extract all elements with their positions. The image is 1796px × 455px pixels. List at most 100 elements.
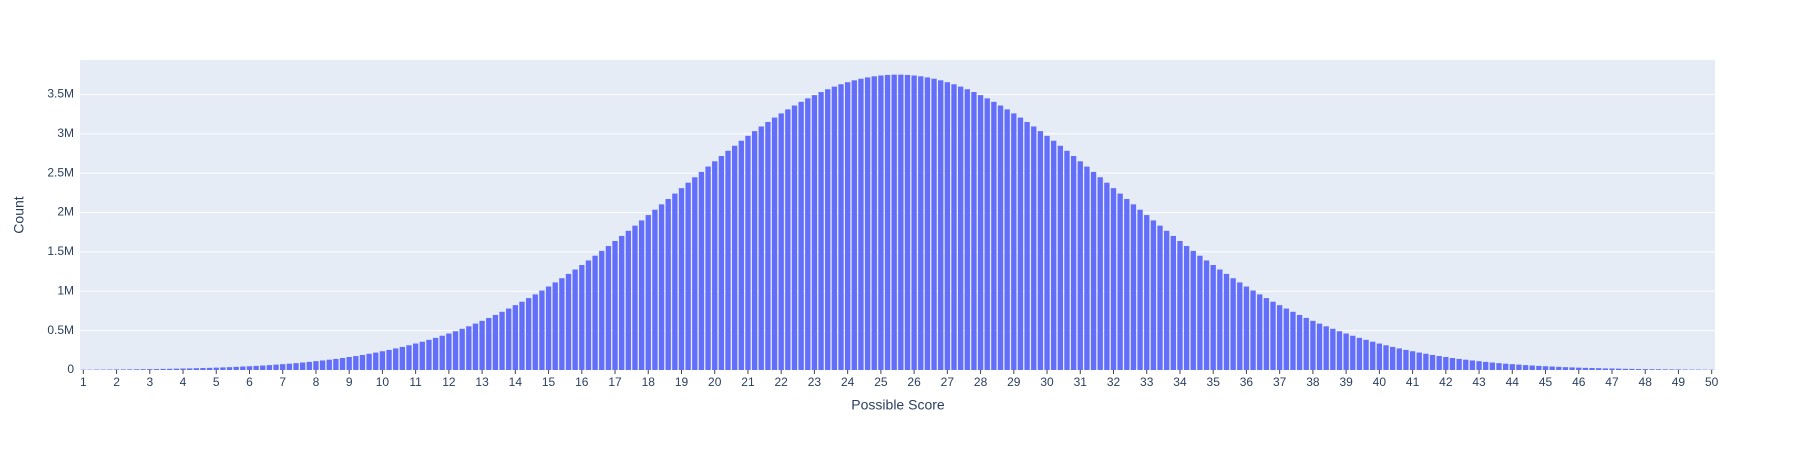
bar xyxy=(1350,336,1355,370)
bar xyxy=(1297,315,1302,370)
bar xyxy=(626,231,631,370)
bar xyxy=(1310,321,1315,370)
bar xyxy=(1576,368,1581,370)
bar xyxy=(327,360,332,370)
bar xyxy=(160,369,165,370)
bar xyxy=(446,334,451,370)
x-tick-label: 22 xyxy=(775,375,789,389)
bar xyxy=(1058,146,1063,370)
bar xyxy=(679,188,684,370)
bar xyxy=(1603,368,1608,370)
bar xyxy=(1244,287,1249,370)
bar xyxy=(865,77,870,370)
bar xyxy=(360,355,365,370)
bar xyxy=(911,76,916,370)
bar xyxy=(1191,251,1196,370)
x-tick-label: 14 xyxy=(509,375,523,389)
x-tick-label: 29 xyxy=(1007,375,1021,389)
x-tick-label: 1 xyxy=(80,375,87,389)
bar xyxy=(194,368,199,370)
bar xyxy=(220,367,225,370)
bar xyxy=(1151,220,1156,370)
bar xyxy=(1397,348,1402,370)
bar xyxy=(818,92,823,370)
x-tick-label: 50 xyxy=(1705,375,1719,389)
bar xyxy=(845,82,850,370)
bar xyxy=(832,87,837,370)
bar xyxy=(838,84,843,370)
bar xyxy=(1177,241,1182,370)
bar xyxy=(499,312,504,370)
bar xyxy=(121,369,126,370)
bar xyxy=(925,77,930,370)
x-tick-label: 20 xyxy=(708,375,722,389)
bar xyxy=(1403,350,1408,370)
bar xyxy=(214,368,219,370)
bar xyxy=(572,270,577,370)
bar xyxy=(1370,342,1375,370)
bar xyxy=(1011,113,1016,370)
bar xyxy=(234,367,239,370)
x-tick-label: 23 xyxy=(808,375,822,389)
bar xyxy=(1383,345,1388,370)
bar xyxy=(1430,355,1435,370)
bar xyxy=(1224,274,1229,370)
x-tick-label: 45 xyxy=(1539,375,1553,389)
y-tick-label: 3M xyxy=(57,126,74,140)
x-tick-label: 48 xyxy=(1639,375,1653,389)
bar xyxy=(1510,364,1515,370)
bar xyxy=(599,251,604,370)
x-tick-label: 16 xyxy=(575,375,589,389)
x-tick-label: 33 xyxy=(1140,375,1154,389)
bar xyxy=(852,80,857,370)
bar xyxy=(1071,156,1076,370)
bar xyxy=(918,76,923,370)
bar xyxy=(1324,326,1329,370)
x-tick-label: 44 xyxy=(1506,375,1520,389)
bar xyxy=(1357,338,1362,370)
bar xyxy=(1005,109,1010,370)
y-axis-title: Count xyxy=(11,196,27,233)
bar xyxy=(765,122,770,370)
y-tick-label: 1.5M xyxy=(47,244,74,258)
bar xyxy=(1051,141,1056,370)
x-tick-label: 18 xyxy=(642,375,656,389)
bar xyxy=(307,362,312,370)
bar xyxy=(1643,369,1648,370)
bar xyxy=(931,79,936,370)
bar xyxy=(1616,369,1621,370)
bar xyxy=(1483,362,1488,370)
bar xyxy=(1230,278,1235,370)
x-tick-label: 11 xyxy=(409,375,422,389)
bar xyxy=(672,194,677,370)
bar xyxy=(253,366,258,370)
bar xyxy=(1290,312,1295,370)
bar xyxy=(1104,183,1109,370)
bar xyxy=(553,282,558,370)
bar xyxy=(1211,265,1216,370)
bar xyxy=(373,353,378,370)
bar xyxy=(393,348,398,370)
bar xyxy=(1031,126,1036,370)
bar xyxy=(1171,236,1176,370)
bar xyxy=(1084,167,1089,370)
x-tick-label: 39 xyxy=(1339,375,1353,389)
bar xyxy=(998,106,1003,370)
bar xyxy=(1098,177,1103,370)
bar xyxy=(892,75,897,370)
bar xyxy=(1144,215,1149,370)
bar xyxy=(533,294,538,370)
y-tick-label: 0 xyxy=(67,362,74,376)
bar xyxy=(1343,334,1348,370)
bar xyxy=(1330,329,1335,370)
bar xyxy=(506,309,511,370)
bar xyxy=(260,366,265,370)
bar xyxy=(745,136,750,370)
bar xyxy=(486,318,491,370)
x-tick-label: 9 xyxy=(346,375,353,389)
x-tick-label: 12 xyxy=(442,375,456,389)
x-tick-label: 15 xyxy=(542,375,556,389)
bar xyxy=(473,324,478,370)
bar xyxy=(1443,357,1448,370)
plot-background xyxy=(80,60,1715,370)
